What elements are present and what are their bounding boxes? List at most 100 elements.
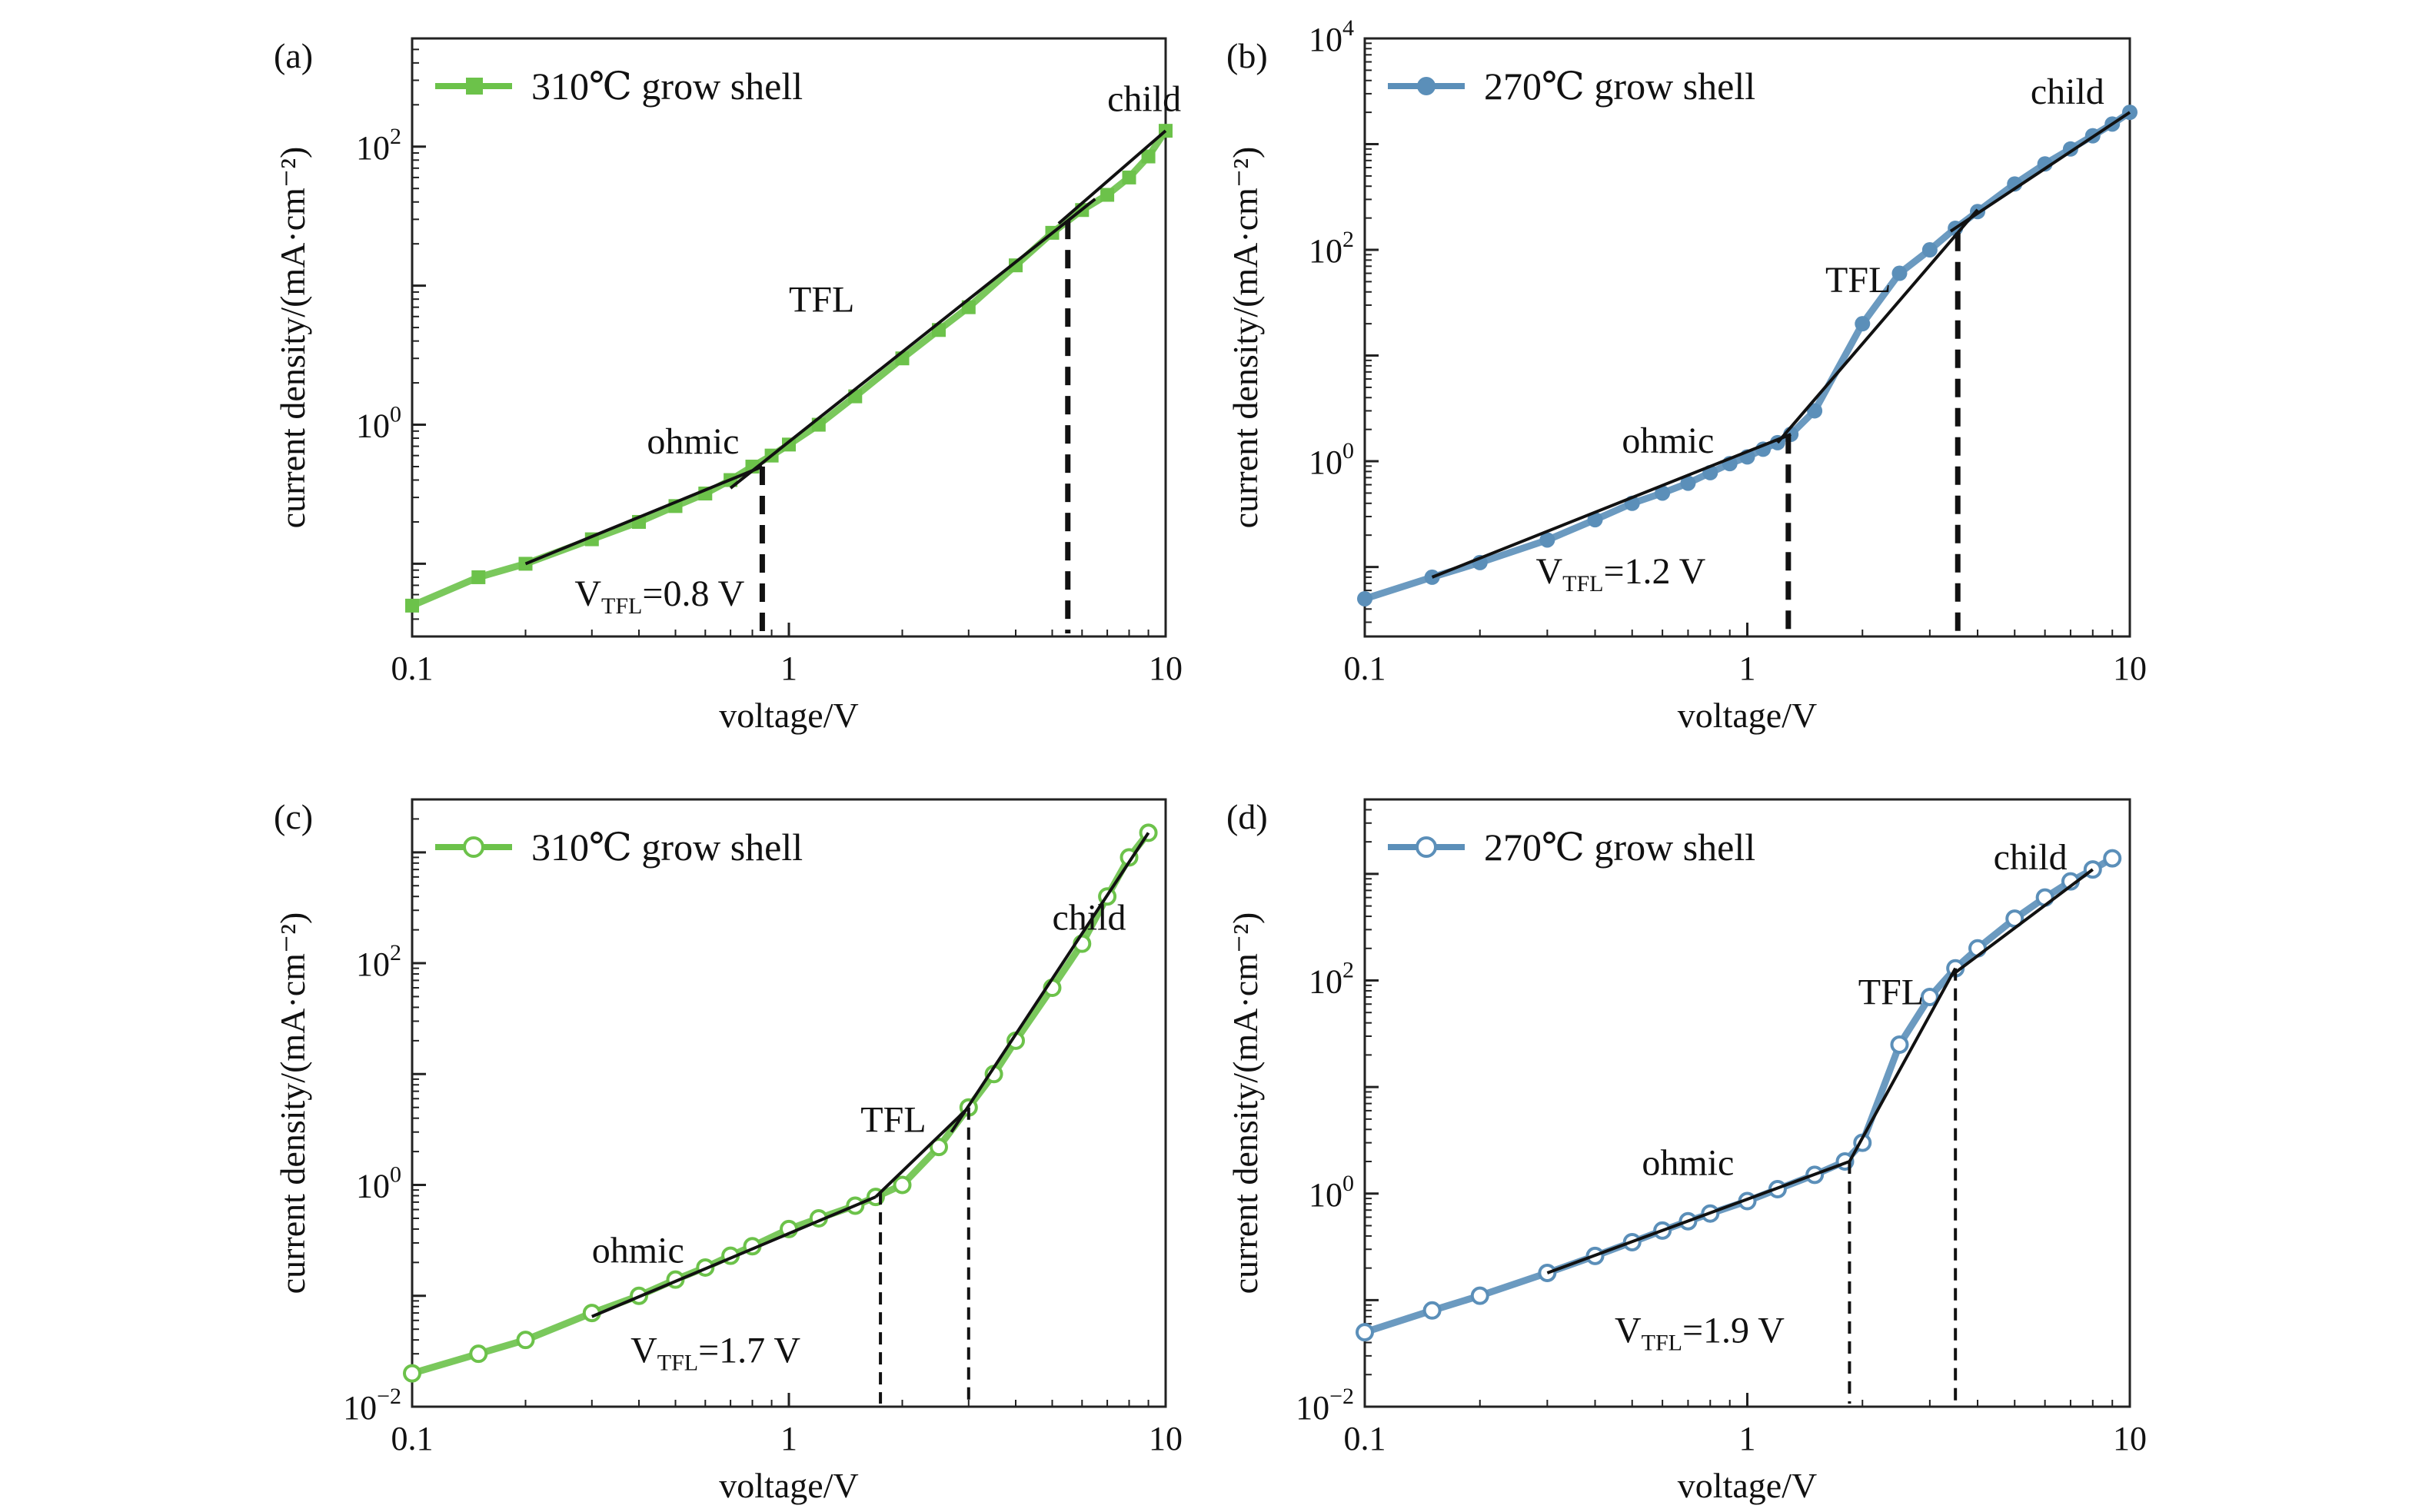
x-axis-label: voltage/V [719, 696, 858, 735]
panel-label: (d) [1226, 797, 1268, 836]
plot-frame [411, 37, 1167, 638]
data-point [1422, 1301, 1442, 1320]
data-point [1920, 987, 1939, 1006]
x-axis-label: voltage/V [719, 1466, 858, 1505]
data-point [1655, 485, 1671, 501]
legend-marker [1416, 836, 1437, 858]
data-point [1141, 149, 1156, 164]
data-point [1680, 475, 1696, 491]
series-line [411, 128, 1169, 610]
chart-panel-4: 0.1 1 10 10−2 100 102 voltage/V current density… [1226, 797, 2147, 1505]
data-point [1357, 590, 1372, 606]
x-tick-label: 0.1 [1344, 1420, 1386, 1457]
series-line [411, 830, 1152, 1377]
data-point [1470, 1286, 1489, 1305]
vtfl-label: VTFL=0.8 V [574, 573, 744, 619]
fit-line-TFL [729, 198, 1096, 490]
data-point [1356, 1323, 1374, 1342]
fit-line-TFL [1776, 208, 1979, 444]
data-point [1807, 403, 1823, 419]
y-tick-label: 100 [1309, 1171, 1354, 1214]
annotation-TFL: TFL [1825, 260, 1891, 301]
data-point [403, 1364, 421, 1383]
fit-line-child [1949, 868, 2094, 978]
vtfl-label: VTFL=1.7 V [630, 1331, 800, 1376]
x-tick-label: 0.1 [391, 650, 434, 687]
legend-label: 310℃ grow shell [531, 826, 803, 869]
data-point [1890, 1035, 1909, 1054]
data-point [1855, 316, 1871, 332]
annotation-child: child [1052, 898, 1126, 939]
annotation-ohmic: ohmic [647, 421, 739, 462]
fit-line-TFL [1848, 967, 1957, 1162]
annotation-ohmic: ohmic [1642, 1142, 1734, 1183]
x-tick-label: 1 [1739, 1420, 1756, 1457]
annotation-TFL: TFL [860, 1100, 926, 1141]
x-tick-label: 1 [780, 650, 797, 687]
y-tick-label: 102 [356, 124, 401, 167]
y-axis-label: current density/(mA·cm⁻²) [1226, 912, 1265, 1294]
x-tick-label: 10 [2113, 650, 2147, 687]
chart-panel-1: 0.1 1 10 100 102 voltage/V current density/(mA… [273, 36, 1183, 735]
panel-label: (a) [274, 36, 313, 75]
y-tick-label: 102 [1309, 958, 1354, 1001]
annotation-child: child [1107, 79, 1181, 120]
annotation-ohmic: ohmic [592, 1230, 684, 1271]
x-axis-label: voltage/V [1678, 696, 1817, 735]
plot-frame [411, 798, 1167, 1408]
legend-label: 310℃ grow shell [531, 65, 803, 108]
data-point [405, 598, 419, 613]
data-point [2103, 849, 2122, 868]
legend-marker [466, 78, 483, 95]
fit-line-ohmic [524, 465, 764, 566]
data-point [782, 437, 796, 452]
data-point [1921, 242, 1938, 258]
x-axis-label: voltage/V [1678, 1466, 1817, 1505]
y-axis-label: current density/(mA·cm⁻²) [273, 147, 312, 529]
annotation-TFL: TFL [789, 279, 854, 320]
x-tick-label: 10 [1149, 650, 1183, 687]
fit-line-TFL [874, 1106, 970, 1198]
chart-panel-3: 0.1 1 10 10−2 100 102 voltage/V current density… [273, 797, 1183, 1505]
fit-line-ohmic [1546, 1160, 1851, 1274]
plot-frame [1363, 37, 2131, 638]
annotation-child: child [2031, 71, 2104, 112]
annotation-ohmic: ohmic [1622, 420, 1714, 461]
x-tick-label: 10 [2113, 1420, 2147, 1457]
x-tick-label: 1 [1739, 650, 1756, 687]
y-tick-label: 100 [356, 402, 401, 445]
data-point [893, 1175, 912, 1195]
data-point [1968, 939, 1988, 958]
x-tick-label: 1 [780, 1420, 797, 1457]
legend-label: 270℃ grow shell [1484, 65, 1755, 108]
y-tick-label: 10−2 [1296, 1384, 1354, 1427]
annotation-TFL: TFL [1858, 972, 1924, 1012]
fit-line-child [1949, 111, 2131, 233]
data-point [516, 1331, 535, 1350]
legend-marker [1417, 77, 1436, 95]
legend-marker [463, 836, 484, 858]
fit-line-ohmic [591, 1195, 877, 1318]
panel-label: (b) [1226, 36, 1268, 75]
y-tick-label: 100 [1309, 438, 1354, 481]
annotation-child: child [1994, 837, 2068, 878]
data-point [1891, 265, 1908, 281]
y-tick-label: 100 [356, 1162, 401, 1205]
data-point [1587, 512, 1603, 528]
vtfl-label: VTFL=1.9 V [1615, 1311, 1785, 1356]
fit-line-ohmic [1431, 433, 1792, 579]
y-tick-label: 104 [1309, 15, 1354, 58]
y-tick-label: 102 [1309, 227, 1354, 270]
y-tick-label: 10−2 [343, 1384, 401, 1427]
x-tick-label: 0.1 [391, 1420, 434, 1457]
fit-line-child [950, 832, 1150, 1133]
data-point [1122, 170, 1136, 184]
legend-label: 270℃ grow shell [1484, 826, 1755, 869]
data-point [469, 1344, 488, 1364]
data-point [1009, 258, 1023, 273]
y-tick-label: 102 [356, 940, 401, 983]
chart-panel-2: 0.1 1 10 100 102 104 voltage/V current density/… [1226, 15, 2147, 735]
data-point [929, 1138, 948, 1157]
x-tick-label: 0.1 [1344, 650, 1386, 687]
